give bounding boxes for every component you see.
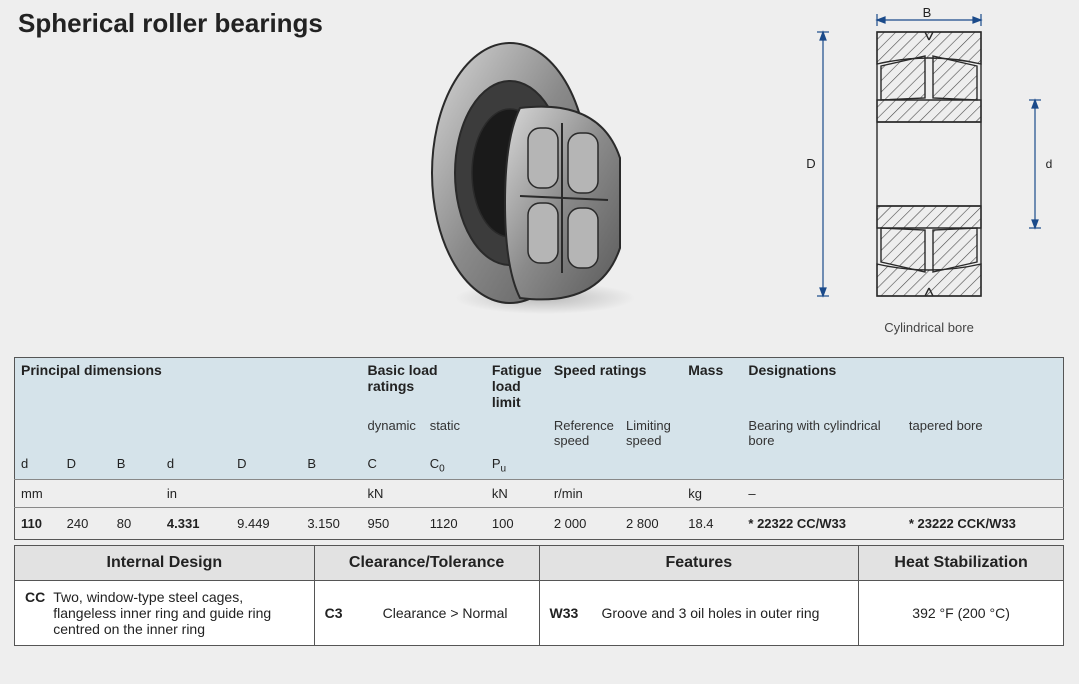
sym-d-in: d <box>161 452 231 479</box>
internal-code: CC <box>25 589 45 637</box>
hdr-ref-speed: Reference speed <box>548 414 620 452</box>
bearing-3d-illustration <box>410 28 660 318</box>
sym-Pu: Pu <box>486 452 548 479</box>
val-C0: 1120 <box>424 507 486 539</box>
features-code: W33 <box>550 605 590 621</box>
unit-kN2: kN <box>486 479 548 507</box>
specifications-table: Principal dimensions Basic load ratings … <box>14 357 1064 540</box>
dim-D-label: D <box>806 156 815 171</box>
props-hdr-features: Features <box>539 546 859 581</box>
hdr-des-cyl: Bearing with cylindrical bore <box>742 414 902 452</box>
hdr-dynamic: dynamic <box>362 414 424 452</box>
val-D-in: 9.449 <box>231 507 301 539</box>
hdr-speed: Speed ratings <box>548 358 682 415</box>
clearance-code: C3 <box>325 605 365 621</box>
properties-table: Internal Design Clearance/Tolerance Feat… <box>14 545 1064 646</box>
unit-rmin: r/min <box>548 479 682 507</box>
sym-B: B <box>111 452 161 479</box>
unit-kN: kN <box>362 479 486 507</box>
unit-mm: mm <box>15 479 161 507</box>
sym-d: d <box>15 452 61 479</box>
hdr-basic-load: Basic load ratings <box>362 358 486 415</box>
val-ref-speed: 2 000 <box>548 507 620 539</box>
sym-D: D <box>61 452 111 479</box>
props-heat: 392 °F (200 °C) <box>859 581 1064 646</box>
val-d-in: 4.331 <box>161 507 231 539</box>
sym-C0: C0 <box>424 452 486 479</box>
sym-C: C <box>362 452 424 479</box>
hdr-static: static <box>424 414 486 452</box>
hdr-des-tap: tapered bore <box>903 414 1064 452</box>
val-Pu: 100 <box>486 507 548 539</box>
props-hdr-heat: Heat Stabilization <box>859 546 1064 581</box>
hdr-fatigue: Fatigue load limit <box>486 358 548 415</box>
props-internal: CC Two, window-type steel cages, flangel… <box>15 581 315 646</box>
unit-in: in <box>161 479 362 507</box>
hdr-designations: Designations <box>742 358 1063 415</box>
val-des-cyl: * 22322 CC/W33 <box>742 507 902 539</box>
hdr-mass: Mass <box>682 358 742 415</box>
hdr-principal: Principal dimensions <box>15 358 362 415</box>
props-features: W33 Groove and 3 oil holes in outer ring <box>539 581 859 646</box>
val-lim-speed: 2 800 <box>620 507 682 539</box>
val-mass: 18.4 <box>682 507 742 539</box>
val-B-in: 3.150 <box>301 507 361 539</box>
dim-b-label: B <box>923 5 932 20</box>
val-des-tap: * 23222 CCK/W33 <box>903 507 1064 539</box>
val-d-mm: 110 <box>15 507 61 539</box>
val-B-mm: 80 <box>111 507 161 539</box>
clearance-desc: Clearance > Normal <box>383 605 508 621</box>
props-hdr-internal: Internal Design <box>15 546 315 581</box>
internal-desc: Two, window-type steel cages, flangeless… <box>53 589 303 637</box>
unit-kg: kg <box>682 479 742 507</box>
props-hdr-clearance: Clearance/Tolerance <box>314 546 539 581</box>
dim-d-label: d <box>1046 157 1053 171</box>
features-desc: Groove and 3 oil holes in outer ring <box>602 605 820 621</box>
hdr-lim-speed: Limiting speed <box>620 414 682 452</box>
schematic-caption: Cylindrical bore <box>799 320 1059 335</box>
sym-D-in: D <box>231 452 301 479</box>
schematic-diagram: B D d <box>799 4 1059 335</box>
page-title: Spherical roller bearings <box>18 8 323 39</box>
sym-B-in: B <box>301 452 361 479</box>
unit-dash: – <box>742 479 1063 507</box>
props-clearance: C3 Clearance > Normal <box>314 581 539 646</box>
val-D-mm: 240 <box>61 507 111 539</box>
val-C: 950 <box>362 507 424 539</box>
